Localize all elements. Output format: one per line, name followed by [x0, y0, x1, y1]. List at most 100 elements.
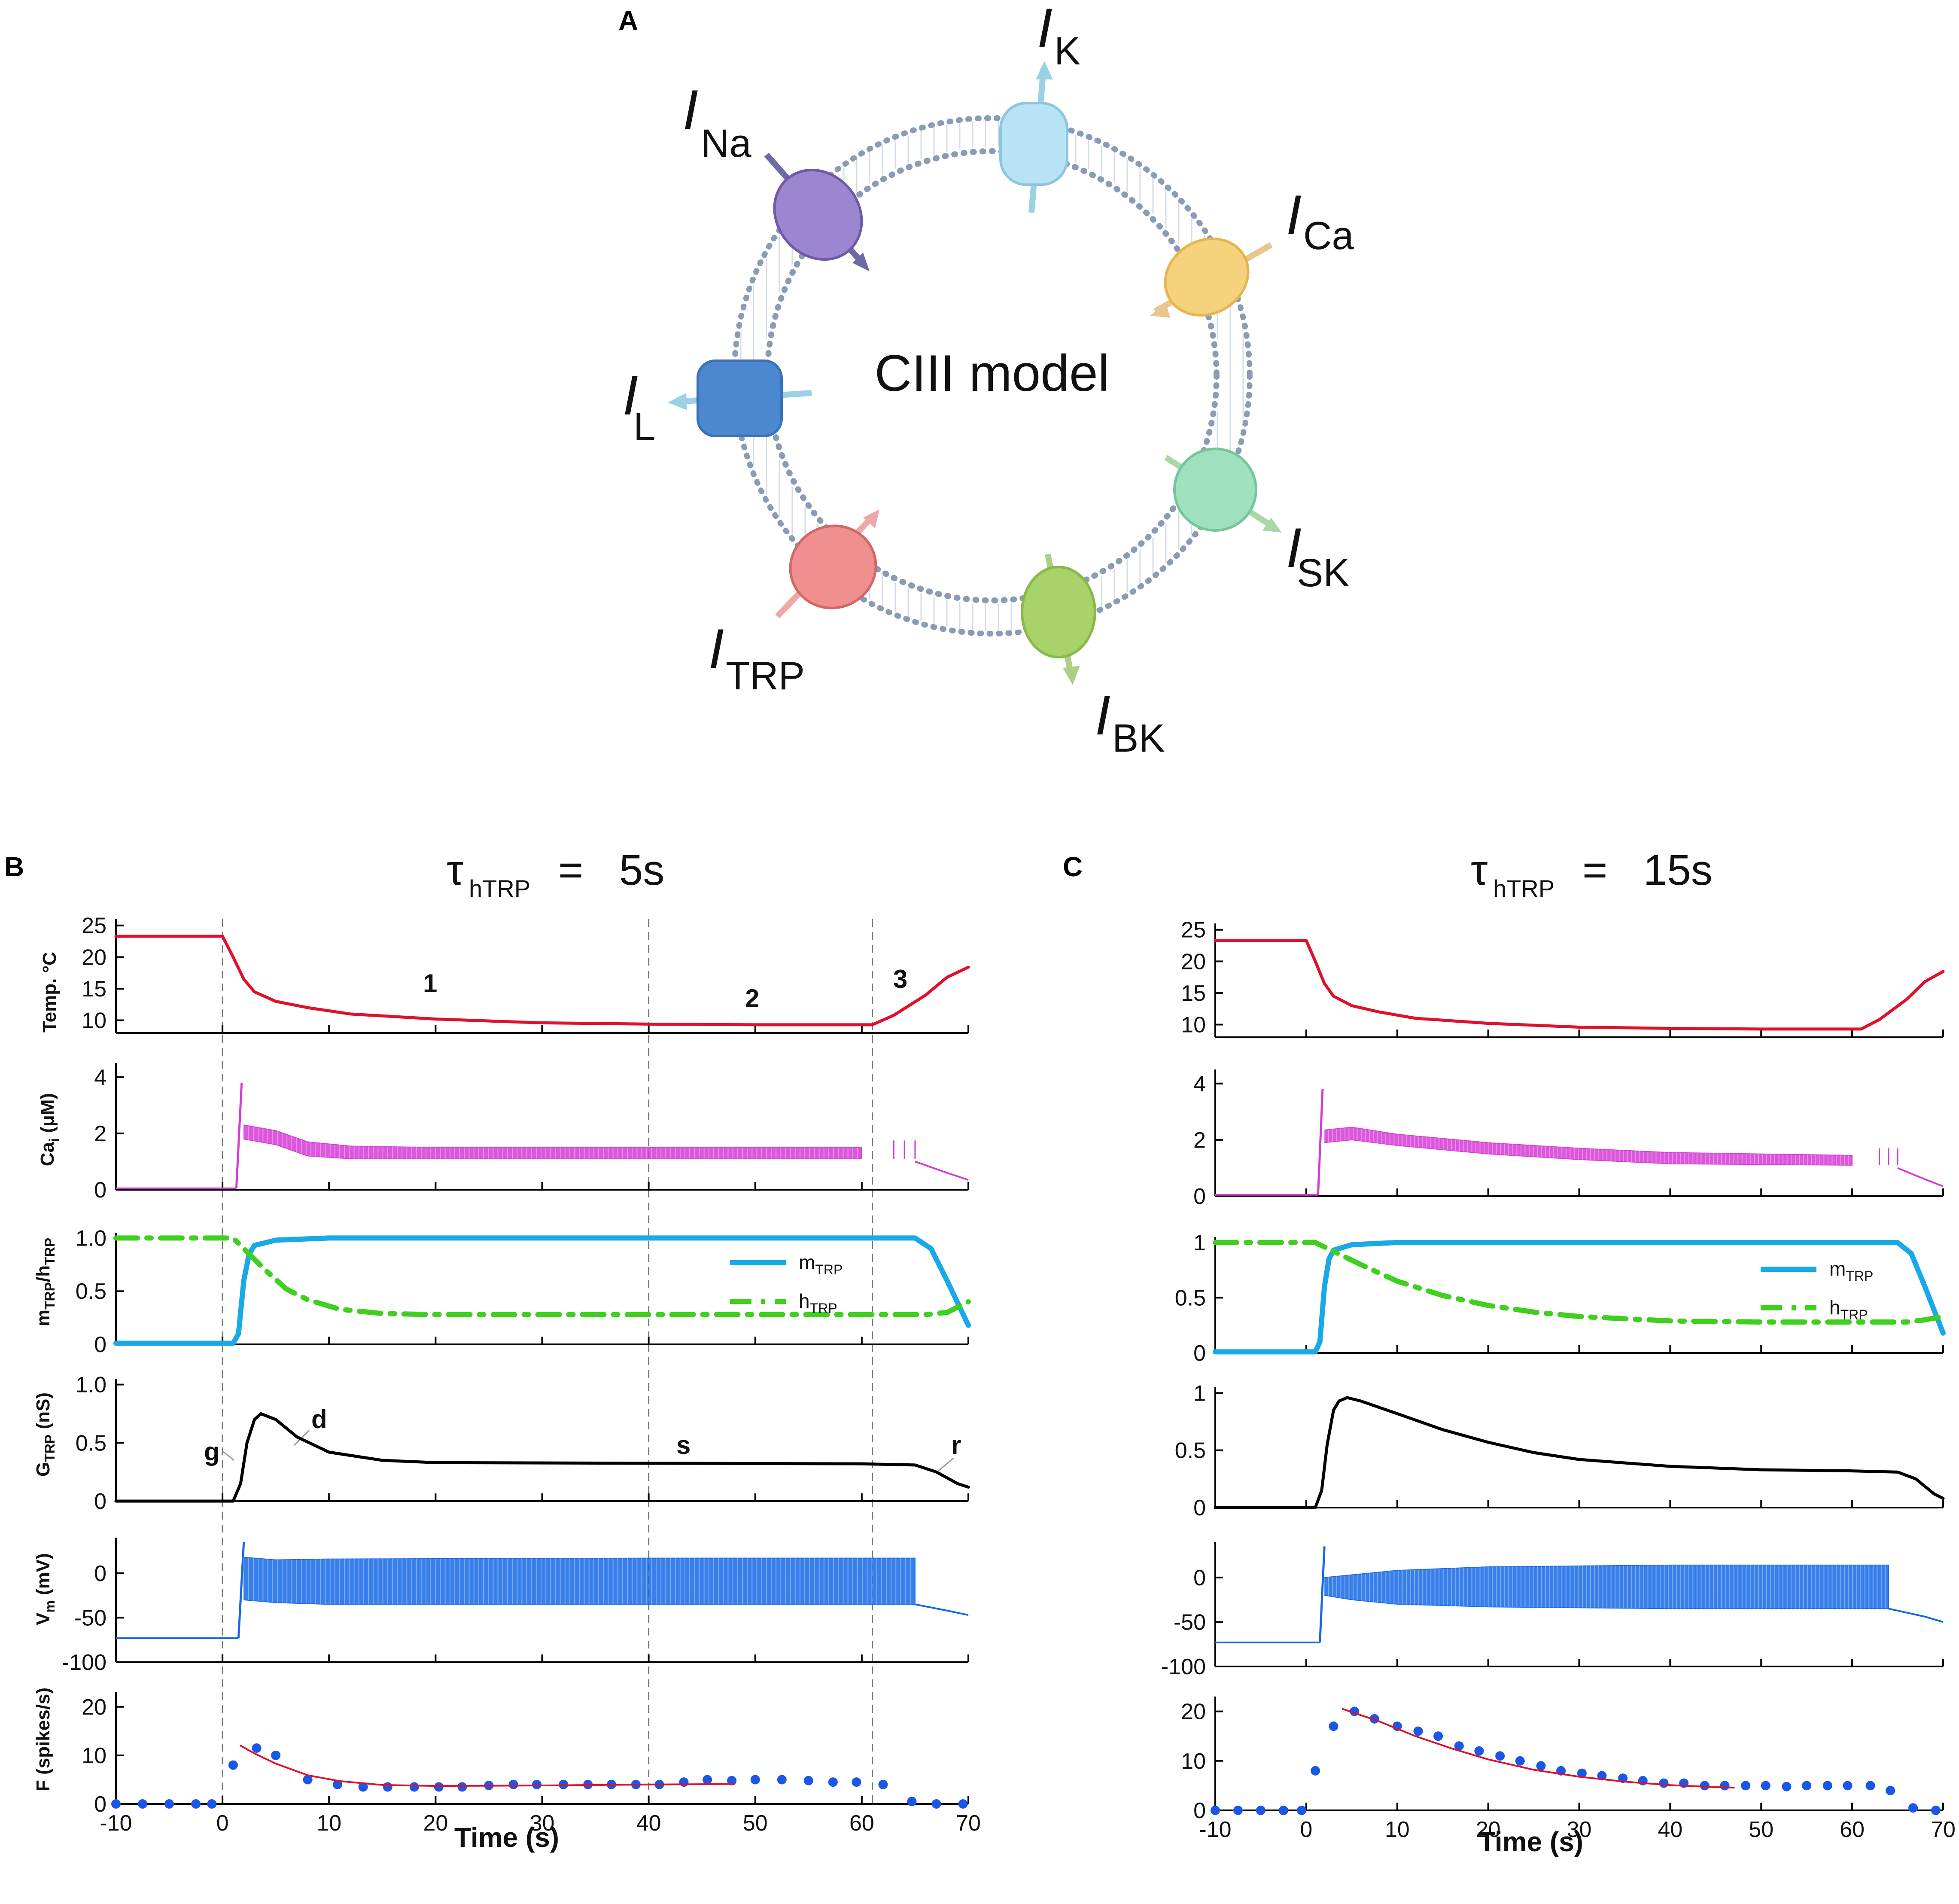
ylabel-vm-unit: (mV) — [33, 1553, 54, 1600]
frequency-series-rate-point-15 — [1515, 1756, 1525, 1766]
channel-l-body — [697, 359, 783, 437]
xtick-label-5: 40 — [1658, 1817, 1682, 1842]
channel-ca: I Ca — [1150, 183, 1354, 318]
frequency-series-rate-point-5 — [1311, 1766, 1320, 1776]
channel-l-arrowhead — [668, 393, 687, 410]
voltage-ytick-label-1: -50 — [74, 1605, 106, 1630]
frequency-series-rate-point-3 — [1278, 1806, 1288, 1815]
calcium-ytick-label-0: 0 — [94, 1178, 106, 1203]
channel-l-label-sub: L — [633, 405, 655, 449]
temperature-series-temperature-line — [114, 935, 970, 1027]
membrane-outer-heads — [731, 115, 1253, 637]
ylabel-vm-sub: m — [42, 1600, 58, 1612]
channel-sk-label-sub: SK — [1297, 551, 1350, 595]
frequency-series-rate-point-23 — [679, 1777, 689, 1787]
gating-ytick-label-1: 0.5 — [1175, 1286, 1206, 1310]
frequency-series-rate-point-6 — [252, 1743, 262, 1753]
xtick-label-3: 20 — [423, 1811, 448, 1836]
conductance-ytick-label-2: 1 — [1193, 1381, 1206, 1406]
channel-sk: I SK — [1164, 448, 1350, 595]
temperature-ytick-label-2: 20 — [1181, 949, 1206, 974]
frequency-series-rate-point-1 — [1233, 1806, 1243, 1815]
gating-series-hTRP-line — [113, 1235, 971, 1317]
channel-sk-arrowhead — [1262, 518, 1282, 533]
frequency-series-rate-point-10 — [1413, 1726, 1423, 1736]
voltage-series-Vm-onset-spike — [1319, 1546, 1326, 1643]
panel-c-xlabel: Time (s) — [1478, 1826, 1583, 1857]
model-label: CIII model — [875, 344, 1110, 402]
ylabel-g: GTRP (nS) — [33, 1392, 58, 1477]
frequency-series-rate-point-22 — [1659, 1778, 1669, 1788]
frequency-ytick-label-1: 10 — [1181, 1749, 1206, 1774]
xtick-label-0: -10 — [1199, 1817, 1231, 1842]
gating-series-mTRP-line — [1213, 1240, 1946, 1355]
frequency-series-rate-point-4 — [207, 1799, 217, 1809]
channel-k-arrowhead — [1036, 61, 1053, 79]
xtick-label-7: 60 — [849, 1811, 874, 1836]
frequency-series-rate-point-8 — [303, 1775, 313, 1785]
channel-k-label-sub: K — [1054, 29, 1080, 73]
ylabel-gating-slash: /h — [33, 1265, 54, 1282]
gating-ytick-label-2: 1.0 — [76, 1226, 106, 1251]
panel-c-title-value: = 15s — [1582, 846, 1713, 894]
frequency-series-rate-point-31 — [1843, 1781, 1853, 1791]
frequency-series-rate-point-2 — [164, 1799, 174, 1809]
frequency-series-rate-point-16 — [508, 1779, 518, 1789]
ylabel-ca-unit: (μM) — [37, 1093, 58, 1138]
voltage-ytick-label-0: -100 — [1161, 1654, 1206, 1679]
frequency-series-rate-point-28 — [803, 1776, 813, 1785]
temperature-ytick-label-3: 25 — [82, 914, 106, 938]
voltage-series-Vm-onset-spike — [237, 1542, 245, 1639]
channel-bk-label-i: I — [1095, 684, 1110, 746]
xtick-label-2: 10 — [1385, 1817, 1410, 1842]
legend-h-label: hTRP — [799, 1290, 837, 1316]
channel-l-label-i: I — [623, 364, 638, 426]
calcium-series-Cai-tail — [1897, 1167, 1944, 1187]
voltage-series-Vm-tail — [915, 1603, 969, 1616]
xtick-label-4: 30 — [1567, 1817, 1592, 1842]
xtick-label-8: 70 — [1931, 1817, 1956, 1842]
conductance-series-GTRP-line — [1214, 1396, 1945, 1509]
frequency-series-rate-point-30 — [1822, 1781, 1832, 1791]
frequency-series-rate-point-18 — [1577, 1768, 1587, 1778]
gating-ytick-label-0: 0 — [94, 1332, 106, 1357]
frequency-series-rate-point-7 — [271, 1750, 281, 1760]
ylabel-ca-main: Ca — [37, 1142, 58, 1166]
panel-b-letter: B — [4, 851, 24, 882]
xtick-label-5: 40 — [636, 1811, 661, 1836]
panel-c-header: C τ hTRP = 15s — [1063, 846, 1713, 902]
channel-na-arrowhead — [852, 253, 870, 271]
channel-bk: I BK — [1021, 553, 1165, 760]
xtick-label-2: 10 — [316, 1811, 341, 1836]
frequency-series-rate-point-32 — [907, 1797, 917, 1807]
channel-ca-label-sub: Ca — [1303, 214, 1354, 258]
xtick-label-3: 20 — [1476, 1817, 1501, 1842]
channel-na-body — [773, 168, 863, 261]
frequency-series-rate-point-13 — [434, 1782, 444, 1792]
ylabel-vm: Vm (mV) — [33, 1553, 58, 1625]
legend-h-label: hTRP — [1829, 1296, 1868, 1322]
frequency-series-rate-point-16 — [1536, 1761, 1546, 1771]
channel-trp-body — [789, 524, 877, 609]
frequency-series-fit-line — [1341, 1708, 1735, 1788]
frequency-series-rate-point-17 — [532, 1779, 542, 1789]
temperature-ytick-label-0: 10 — [82, 1008, 106, 1033]
phase-2-label: 2 — [745, 984, 759, 1013]
frequency-series-rate-point-32 — [1865, 1781, 1875, 1791]
voltage-series-Vm-band — [1324, 1564, 1889, 1609]
xtick-label-1: 0 — [216, 1811, 229, 1836]
ylabel-g-main: G — [33, 1462, 54, 1477]
panel-b-ylabels: Temp. °C Cai (μM) mTRP/hTRP GTRP (nS) Vm… — [33, 952, 62, 1791]
panel-c-title-tau: τ — [1471, 846, 1488, 894]
temperature-ytick-label-0: 10 — [1181, 1013, 1206, 1038]
frequency-series-rate-point-29 — [1802, 1781, 1812, 1791]
calcium-ytick-label-0: 0 — [1193, 1184, 1206, 1209]
panel-b-charts: 1015202502400.51.0mTRPhTRP00.51.0-100-50… — [62, 914, 981, 1836]
channel-ca-label-i: I — [1286, 183, 1302, 246]
channel-k-label-i: I — [1037, 0, 1053, 59]
gating-series-mTRP-line — [113, 1235, 971, 1346]
xtick-label-6: 50 — [743, 1811, 768, 1836]
frequency-series-rate-point-1 — [138, 1799, 148, 1809]
annotation-g-pointer — [223, 1451, 234, 1461]
